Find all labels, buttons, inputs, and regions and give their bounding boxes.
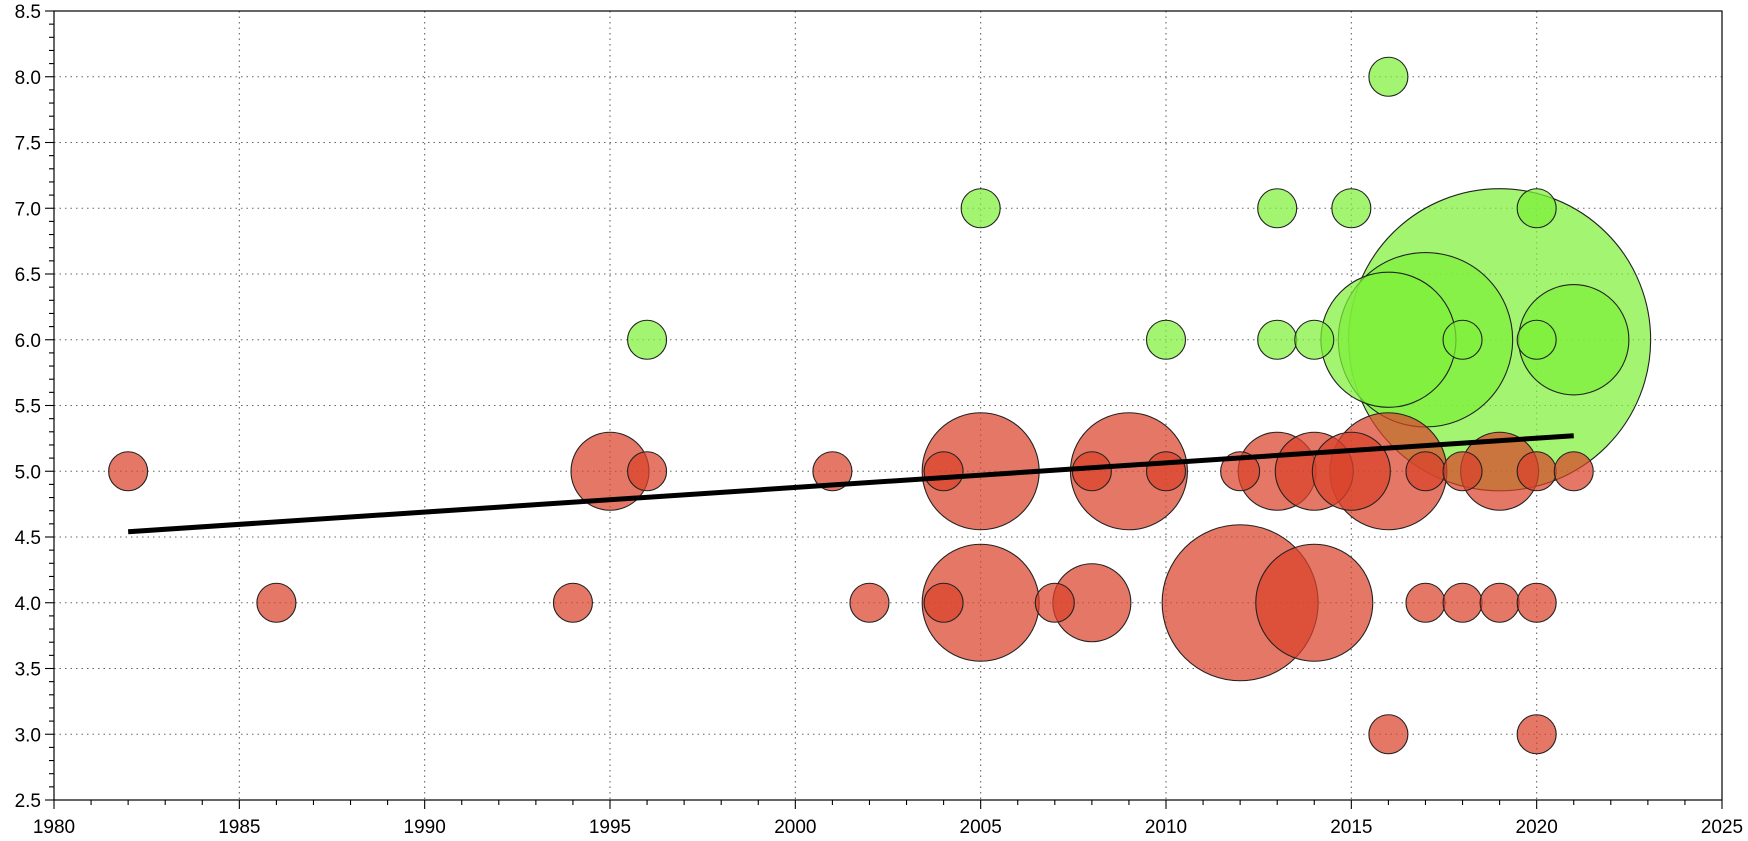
x-tick-label: 1990 (404, 817, 446, 838)
green-bubble (1331, 188, 1372, 229)
y-tick-label: 2.5 (15, 791, 41, 812)
red-bubble (1442, 582, 1483, 623)
red-bubble (1145, 451, 1187, 492)
y-tick-label: 4.0 (15, 594, 41, 615)
green-bubble (1257, 319, 1298, 360)
green-bubble (1516, 188, 1557, 229)
green-bubbles (627, 56, 1652, 492)
green-bubble (1516, 319, 1557, 360)
x-tick-label: 1995 (589, 817, 631, 838)
red-bubble (1368, 714, 1409, 755)
y-tick-label: 7.0 (15, 199, 41, 220)
red-bubble (1553, 451, 1594, 492)
red-bubble (1405, 582, 1446, 623)
red-bubble (1516, 451, 1557, 492)
green-bubble (627, 319, 668, 360)
y-tick-label: 6.0 (15, 331, 41, 352)
green-bubble (1320, 271, 1457, 408)
green-bubble (1442, 319, 1483, 360)
x-tick-label: 1985 (218, 817, 260, 838)
red-bubble (256, 582, 297, 623)
y-tick-label: 5.5 (15, 397, 41, 418)
red-bubble (1311, 431, 1391, 511)
red-bubble (1405, 451, 1446, 492)
green-bubble (1294, 319, 1335, 360)
y-tick-label: 8.0 (15, 68, 41, 89)
red-bubble (1034, 582, 1075, 623)
red-bubble (1220, 451, 1261, 492)
red-bubble (812, 451, 853, 492)
trend-line (127, 433, 1574, 535)
red-bubbles (108, 412, 1594, 755)
y-tick-label: 7.5 (15, 134, 41, 155)
red-bubble (1442, 451, 1483, 492)
red-bubble (1516, 582, 1557, 623)
x-tick-label: 2010 (1145, 817, 1187, 838)
trend-line-group (127, 433, 1574, 535)
y-tick-label: 8.5 (15, 2, 41, 23)
red-bubble (1516, 714, 1557, 755)
y-tick-label: 6.5 (15, 265, 41, 286)
x-tick-label: 2005 (960, 817, 1002, 838)
red-bubble (849, 582, 890, 623)
green-bubble (1368, 56, 1409, 97)
y-tick-label: 3.5 (15, 660, 41, 681)
x-tick-label: 2000 (774, 817, 816, 838)
red-bubble (1255, 543, 1374, 662)
red-bubble (923, 582, 964, 623)
x-tick-label: 2020 (1516, 817, 1558, 838)
y-tick-label: 4.5 (15, 528, 41, 549)
green-bubble (960, 188, 1001, 229)
y-tick-label: 5.0 (15, 462, 41, 483)
red-bubble (627, 451, 668, 492)
green-bubble (1257, 188, 1298, 229)
axes: 1980 1985 1990 1995 2000 2005 2010 2015 2020 2025… (15, 2, 1744, 838)
red-bubble (1479, 582, 1520, 623)
x-tick-label: 1980 (33, 817, 75, 838)
y-tick-label: 3.0 (15, 725, 41, 746)
x-tick-label: 2025 (1701, 817, 1743, 838)
green-bubble (1145, 319, 1187, 360)
red-bubble (108, 451, 149, 492)
red-bubble (1071, 451, 1112, 492)
red-bubble (552, 582, 593, 623)
red-bubble (923, 451, 964, 492)
x-tick-label: 2015 (1330, 817, 1372, 838)
